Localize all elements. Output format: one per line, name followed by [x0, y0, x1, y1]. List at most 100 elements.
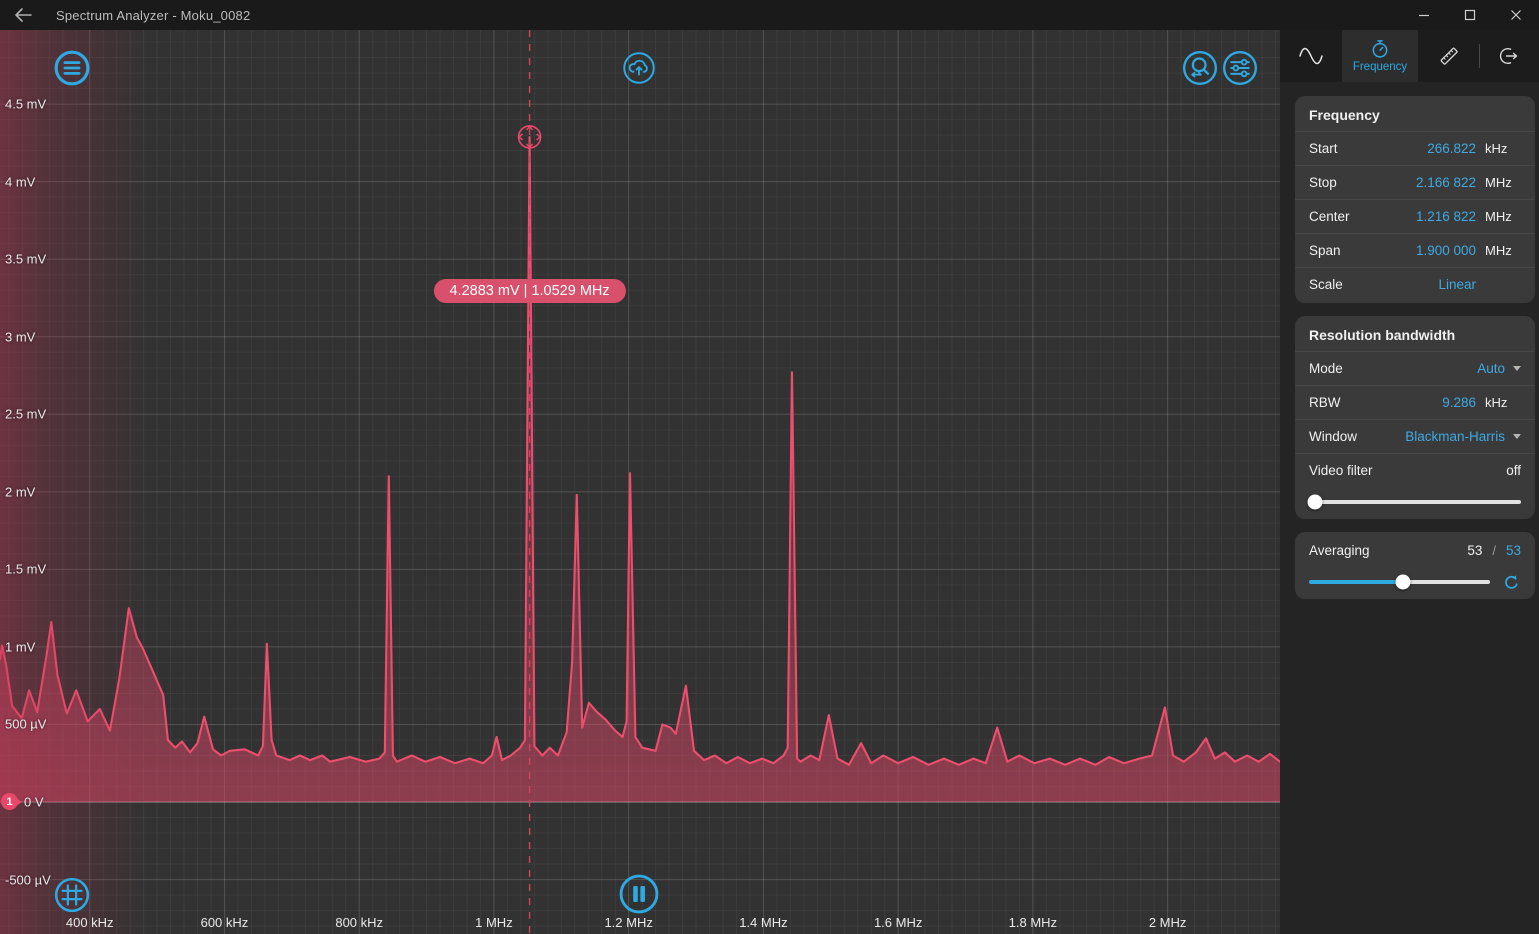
- zoom-tool-button[interactable]: [1181, 49, 1219, 87]
- waveform-icon: [1299, 47, 1323, 65]
- video-filter-row[interactable]: Video filter off: [1295, 453, 1535, 487]
- averaging-refresh-button[interactable]: [1502, 573, 1521, 592]
- marker-readout-pill[interactable]: 4.2883 mV | 1.0529 MHz: [433, 279, 626, 303]
- minimize-icon: [1419, 14, 1429, 17]
- frequency-center-row[interactable]: Center 1.216 822 MHz: [1295, 199, 1535, 233]
- refresh-icon: [1505, 574, 1518, 589]
- stop-unit: MHz: [1485, 175, 1512, 190]
- back-button[interactable]: [0, 0, 46, 30]
- pause-icon: [619, 874, 659, 914]
- frequency-stop-row[interactable]: Stop 2.166 822 MHz: [1295, 165, 1535, 199]
- averaging-current: 53: [1467, 543, 1483, 558]
- zoom-search-icon: [1182, 50, 1218, 86]
- close-icon: [1511, 10, 1521, 20]
- grid-settings-button[interactable]: [53, 876, 91, 914]
- video-filter-label: Video filter: [1309, 463, 1373, 478]
- y-tick-label: 3.5 mV: [5, 251, 47, 267]
- back-arrow-icon: [15, 8, 32, 22]
- marker-crosshair-icon: [517, 125, 542, 149]
- stop-value[interactable]: 2.166 822: [1415, 175, 1476, 190]
- video-filter-slider-row: [1295, 487, 1535, 517]
- x-tick-label: 2 MHz: [1148, 915, 1187, 930]
- scale-value[interactable]: Linear: [1438, 277, 1476, 292]
- averaging-row: Averaging 53 / 53: [1295, 534, 1535, 567]
- averaging-label: Averaging: [1309, 543, 1370, 558]
- tab-waveform[interactable]: [1280, 30, 1342, 82]
- tab-frequency[interactable]: Frequency: [1342, 30, 1418, 82]
- center-value[interactable]: 1.216 822: [1415, 209, 1476, 224]
- mode-label: Mode: [1309, 361, 1343, 376]
- rbw-label: RBW: [1309, 395, 1341, 410]
- cloud-upload-button[interactable]: [622, 51, 656, 85]
- frequency-start-row[interactable]: Start 266.822 kHz: [1295, 131, 1535, 165]
- settings-sidebar: Frequency Frequency Start 266.822: [1280, 30, 1539, 934]
- x-tick-label: 1.6 MHz: [873, 915, 923, 930]
- output-icon: [1499, 48, 1518, 64]
- tab-measure[interactable]: [1418, 30, 1479, 82]
- rbw-mode-row[interactable]: Mode Auto: [1295, 351, 1535, 385]
- y-tick-label: 4 mV: [5, 174, 36, 190]
- stop-label: Stop: [1309, 175, 1337, 190]
- averaging-slider-row: [1295, 567, 1535, 597]
- y-tick-label: 3 mV: [5, 329, 36, 345]
- window-value[interactable]: Blackman-Harris: [1405, 429, 1505, 444]
- y-tick-label: 1.5 mV: [5, 561, 47, 577]
- averaging-panel: Averaging 53 / 53: [1295, 532, 1535, 599]
- center-unit: MHz: [1485, 209, 1512, 224]
- tab-frequency-label: Frequency: [1352, 61, 1408, 73]
- y-tick-label: 1 mV: [5, 639, 36, 655]
- pause-button[interactable]: [619, 874, 660, 915]
- span-unit: MHz: [1485, 243, 1512, 258]
- start-label: Start: [1309, 141, 1338, 156]
- video-filter-slider-knob[interactable]: [1307, 494, 1323, 510]
- span-value[interactable]: 1.900 000: [1415, 243, 1476, 258]
- close-button[interactable]: [1493, 0, 1539, 30]
- start-unit: kHz: [1485, 141, 1508, 156]
- main-menu-button[interactable]: [53, 49, 91, 87]
- tab-output[interactable]: [1480, 30, 1538, 82]
- x-tick-label: 1 MHz: [475, 915, 513, 930]
- x-tick-label: 1.4 MHz: [739, 915, 788, 930]
- tabbar-divider: [1479, 44, 1480, 68]
- spectrum-chart[interactable]: 4.5 mV 4 mV 3.5 mV 3 mV 2.5 mV 2 mV 1.5 mV 1 mV…: [0, 30, 1280, 934]
- frequency-scale-row[interactable]: Scale Linear: [1295, 267, 1535, 301]
- x-tick-label: 800 kHz: [335, 915, 384, 930]
- averaging-separator: /: [1492, 543, 1496, 558]
- mode-value[interactable]: Auto: [1477, 361, 1505, 376]
- titlebar: Spectrum Analyzer - Moku_0082: [0, 0, 1539, 30]
- frequency-panel: Frequency Start 266.822 kHz Stop 2.166 8…: [1295, 96, 1535, 303]
- center-label: Center: [1309, 209, 1350, 224]
- rbw-value[interactable]: 9.286: [1442, 395, 1476, 410]
- y-tick-label: 2 mV: [5, 484, 36, 500]
- rbw-value-row[interactable]: RBW 9.286 kHz: [1295, 385, 1535, 419]
- display-settings-icon: [1222, 50, 1258, 86]
- scale-label: Scale: [1309, 277, 1343, 292]
- sidebar-tabbar: Frequency: [1280, 30, 1539, 82]
- rbw-window-row[interactable]: Window Blackman-Harris: [1295, 419, 1535, 453]
- video-filter-value[interactable]: off: [1506, 463, 1521, 478]
- x-tick-label: 600 kHz: [200, 915, 249, 930]
- resolution-bandwidth-panel: Resolution bandwidth Mode Auto RBW 9.286…: [1295, 316, 1535, 519]
- stopwatch-icon: [1372, 40, 1388, 58]
- window-title: Spectrum Analyzer - Moku_0082: [56, 7, 251, 23]
- span-label: Span: [1309, 243, 1341, 258]
- minimize-button[interactable]: [1401, 0, 1447, 30]
- averaging-slider[interactable]: [1309, 574, 1490, 590]
- dropdown-caret-icon: [1513, 366, 1521, 371]
- channel-badge[interactable]: 1: [1, 793, 22, 810]
- cloud-upload-icon: [623, 52, 655, 84]
- averaging-target[interactable]: 53: [1505, 543, 1521, 558]
- averaging-slider-knob[interactable]: [1395, 574, 1411, 590]
- dropdown-caret-icon: [1513, 434, 1521, 439]
- y-tick-label: 500 µV: [5, 716, 47, 732]
- frequency-panel-title: Frequency: [1309, 106, 1380, 123]
- y-tick-label: 4.5 mV: [5, 96, 47, 112]
- start-value[interactable]: 266.822: [1427, 141, 1476, 156]
- maximize-button[interactable]: [1447, 0, 1493, 30]
- frequency-span-row[interactable]: Span 1.900 000 MHz: [1295, 233, 1535, 267]
- maximize-icon: [1464, 9, 1476, 21]
- display-settings-button[interactable]: [1221, 49, 1259, 87]
- y-tick-label: -500 µV: [5, 872, 51, 888]
- x-tick-label: 1.2 MHz: [604, 915, 653, 930]
- video-filter-slider[interactable]: [1307, 494, 1521, 510]
